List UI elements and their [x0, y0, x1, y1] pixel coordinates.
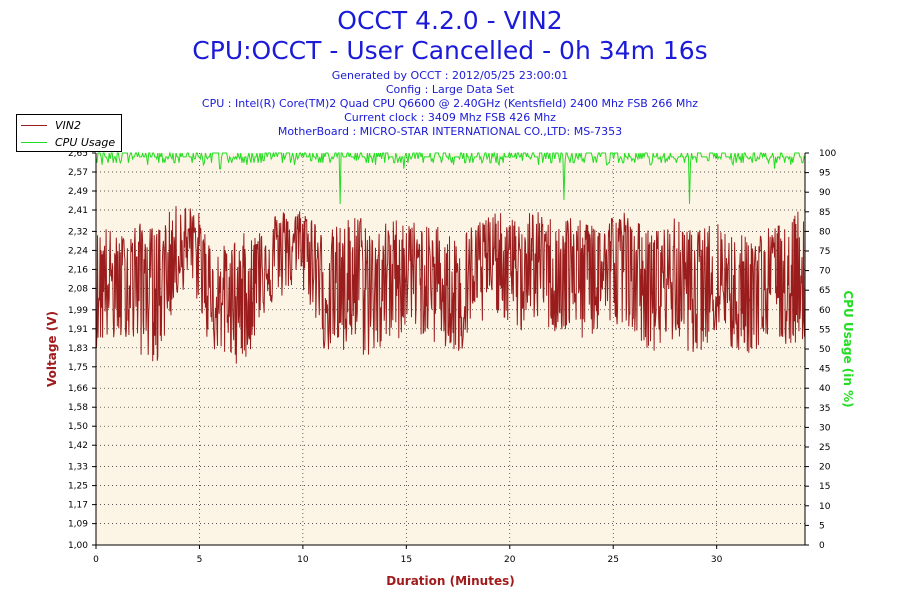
y-tick-label: 2,41 [68, 206, 88, 216]
y2-tick-label: 65 [819, 286, 830, 296]
y2-tick-label: 90 [819, 188, 831, 198]
y2-tick-label: 30 [819, 423, 831, 433]
y-tick-label: 2,24 [68, 246, 88, 256]
y-tick-label: 1,99 [68, 306, 88, 316]
chart-subtitle: CPU:OCCT - User Cancelled - 0h 34m 16s [192, 36, 708, 65]
y-tick-label: 1,09 [68, 520, 88, 530]
y-tick-label: 2,32 [68, 227, 88, 237]
y2-tick-label: 55 [819, 325, 830, 335]
y2-tick-label: 25 [819, 443, 830, 453]
y-tick-label: 1,83 [68, 344, 88, 354]
y-tick-label: 1,17 [68, 501, 88, 511]
y-tick-label: 1,58 [68, 403, 88, 413]
plot-background [96, 153, 805, 545]
x-tick-label: 5 [197, 555, 203, 565]
legend-label-vin2: VIN2 [55, 118, 81, 132]
y-tick-label: 1,66 [68, 384, 88, 394]
y2-tick-label: 60 [819, 306, 831, 316]
y2-tick-label: 95 [819, 169, 830, 179]
y-tick-label: 1,42 [68, 441, 88, 451]
x-tick-label: 10 [297, 555, 309, 565]
y2-tick-label: 35 [819, 404, 830, 414]
y2-tick-label: 45 [819, 365, 830, 375]
y-tick-label: 1,25 [68, 482, 88, 492]
x-tick-label: 25 [607, 555, 618, 565]
y2-tick-label: 40 [819, 384, 831, 394]
cpu-usage-line [95, 151, 806, 205]
legend-swatch-cpu-usage [21, 141, 47, 143]
y2-tick-label: 100 [819, 149, 836, 159]
y2-tick-label: 85 [819, 208, 830, 218]
y2-tick-label: 5 [819, 521, 825, 531]
y-axis-title: Voltage (V) [45, 311, 59, 387]
info-generated: Generated by OCCT : 2012/05/25 23:00:01 [331, 69, 569, 82]
y2-tick-label: 70 [819, 267, 831, 277]
y-tick-label: 1,75 [68, 363, 88, 373]
legend-entry-vin2: VIN2 [21, 117, 81, 133]
y-tick-label: 2,49 [68, 187, 88, 197]
y2-tick-label: 15 [819, 482, 830, 492]
legend-entry-cpu-usage: CPU Usage [21, 134, 115, 150]
y-tick-label: 2,08 [68, 284, 88, 294]
y-tick-label: 2,57 [68, 168, 88, 178]
y2-tick-label: 20 [819, 463, 831, 473]
y-tick-label: 1,00 [68, 541, 88, 551]
info-config: Config : Large Data Set [385, 83, 515, 96]
y2-axis-title: CPU Usage (in %) [841, 290, 855, 407]
legend-label-cpu-usage: CPU Usage [55, 135, 116, 149]
chart-legend: VIN2 CPU Usage [16, 114, 122, 152]
y2-tick-label: 80 [819, 227, 831, 237]
vin2-line [95, 206, 806, 364]
x-tick-label: 30 [711, 555, 723, 565]
y2-tick-label: 0 [819, 541, 825, 551]
y-tick-label: 2,65 [68, 149, 88, 159]
y2-tick-label: 75 [819, 247, 830, 257]
y2-tick-label: 50 [819, 345, 831, 355]
y-tick-label: 2,16 [68, 265, 88, 275]
x-axis-title: Duration (Minutes) [386, 574, 514, 588]
y-tick-label: 1,33 [68, 463, 88, 473]
y-tick-label: 1,91 [68, 325, 88, 335]
x-tick-label: 20 [504, 555, 516, 565]
info-clock: Current clock : 3409 Mhz FSB 426 Mhz [344, 111, 556, 124]
x-tick-label: 0 [93, 555, 99, 565]
info-motherboard: MotherBoard : MICRO-STAR INTERNATIONAL C… [277, 125, 623, 138]
chart-title: OCCT 4.2.0 - VIN2 [337, 6, 563, 35]
legend-swatch-vin2 [21, 124, 47, 126]
y2-tick-label: 10 [819, 502, 831, 512]
x-tick-label: 15 [401, 555, 412, 565]
y-tick-label: 1,50 [68, 422, 88, 432]
info-cpu: CPU : Intel(R) Core(TM)2 Quad CPU Q6600 … [201, 97, 699, 110]
